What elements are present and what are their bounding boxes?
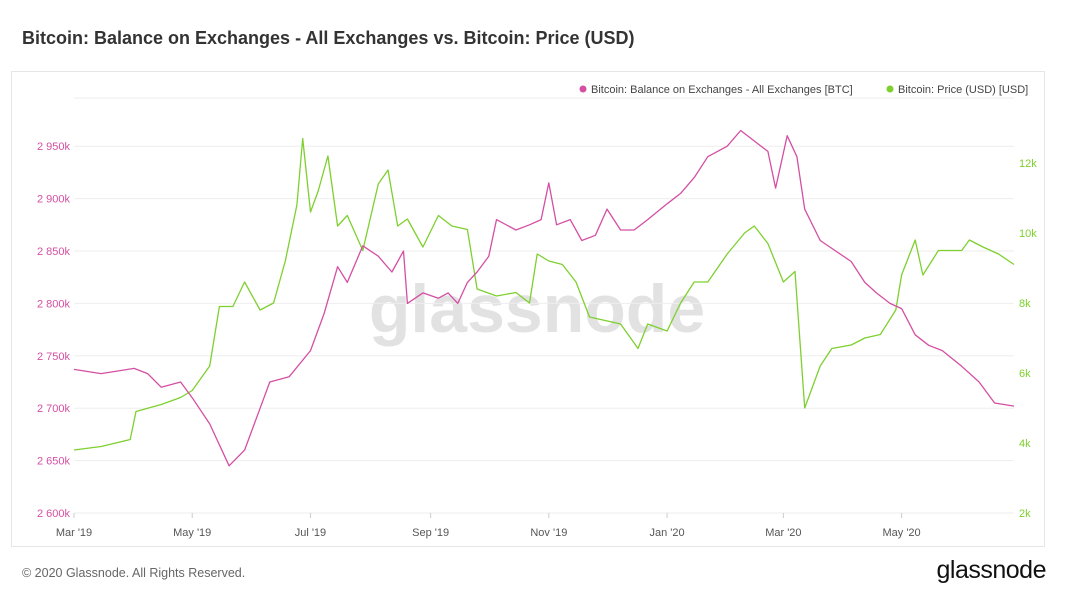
x-tick-label: Mar '19 xyxy=(56,527,92,539)
x-tick-label: Jul '19 xyxy=(295,527,326,539)
y-left-tick-label: 2 800k xyxy=(37,298,71,310)
y-left-tick-label: 2 850k xyxy=(37,246,71,258)
page-title: Bitcoin: Balance on Exchanges - All Exch… xyxy=(22,28,635,48)
y-left-tick-label: 2 600k xyxy=(37,508,71,520)
x-tick-label: Sep '19 xyxy=(412,527,449,539)
y-right-tick-label: 8k xyxy=(1019,298,1031,310)
legend-marker xyxy=(579,85,587,93)
series-line-left xyxy=(73,129,1015,467)
y-right-tick-label: 6k xyxy=(1019,368,1031,380)
y-left-tick-label: 2 750k xyxy=(37,351,71,363)
y-right-tick-label: 2k xyxy=(1019,508,1031,520)
y-left-tick-label: 2 650k xyxy=(37,456,71,468)
x-tick-label: May '19 xyxy=(173,527,211,539)
legend-label: Bitcoin: Balance on Exchanges - All Exch… xyxy=(591,84,853,96)
copyright: © 2020 Glassnode. All Rights Reserved. xyxy=(22,566,246,580)
watermark: glassnode xyxy=(369,271,705,347)
legend-marker xyxy=(886,85,894,93)
y-left-tick-label: 2 700k xyxy=(37,403,71,415)
legend-label: Bitcoin: Price (USD) [USD] xyxy=(898,84,1028,96)
y-left-tick-label: 2 900k xyxy=(37,194,71,206)
chart: glassnode 2 600k 2 650k 2 700k 2 750k 2 800k… xyxy=(37,84,1037,539)
y-right-tick-label: 10k xyxy=(1019,228,1037,240)
x-tick-label: May '20 xyxy=(882,527,920,539)
glassnode-logo: glassnode xyxy=(936,556,1047,584)
x-tick-label: Nov '19 xyxy=(530,527,567,539)
x-tick-label: Jan '20 xyxy=(650,527,685,539)
chart-card: glassnode 2 600k 2 650k 2 700k 2 750k 2 800k… xyxy=(11,71,1045,547)
series-line-right xyxy=(73,137,1015,451)
y-left-tick-label: 2 950k xyxy=(37,141,71,153)
y-right-tick-label: 12k xyxy=(1019,158,1037,170)
x-tick-label: Mar '20 xyxy=(765,527,801,539)
y-right-tick-label: 4k xyxy=(1019,438,1031,450)
